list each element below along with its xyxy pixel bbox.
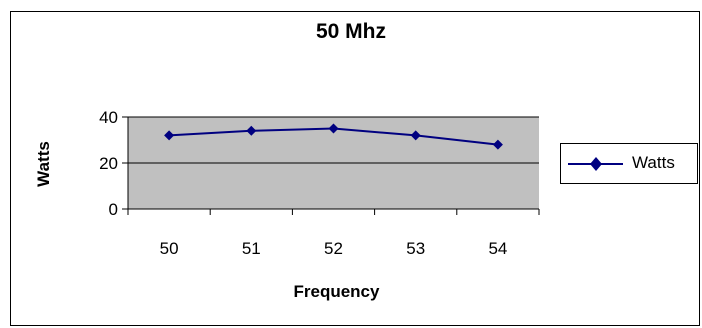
y-tick-label: 0 [109,200,118,219]
legend-marker-icon [568,157,623,171]
x-tick-label: 53 [406,239,425,258]
x-axis-label: Frequency [293,282,380,301]
legend-label: Watts [632,153,675,172]
data-point-marker [410,130,421,141]
y-tick-label: 40 [99,108,118,127]
legend: Watts [560,143,698,184]
x-tick-label: 50 [160,239,179,258]
chart-title: 50 Mhz [315,20,386,43]
data-point-marker [492,139,503,150]
x-tick-label: 54 [488,239,507,258]
data-point-marker [328,123,339,134]
y-tick-label: 20 [99,154,118,173]
x-tick-label: 52 [324,239,343,258]
x-tick-label: 51 [242,239,261,258]
data-point-marker [246,125,257,136]
data-point-marker [164,130,175,141]
